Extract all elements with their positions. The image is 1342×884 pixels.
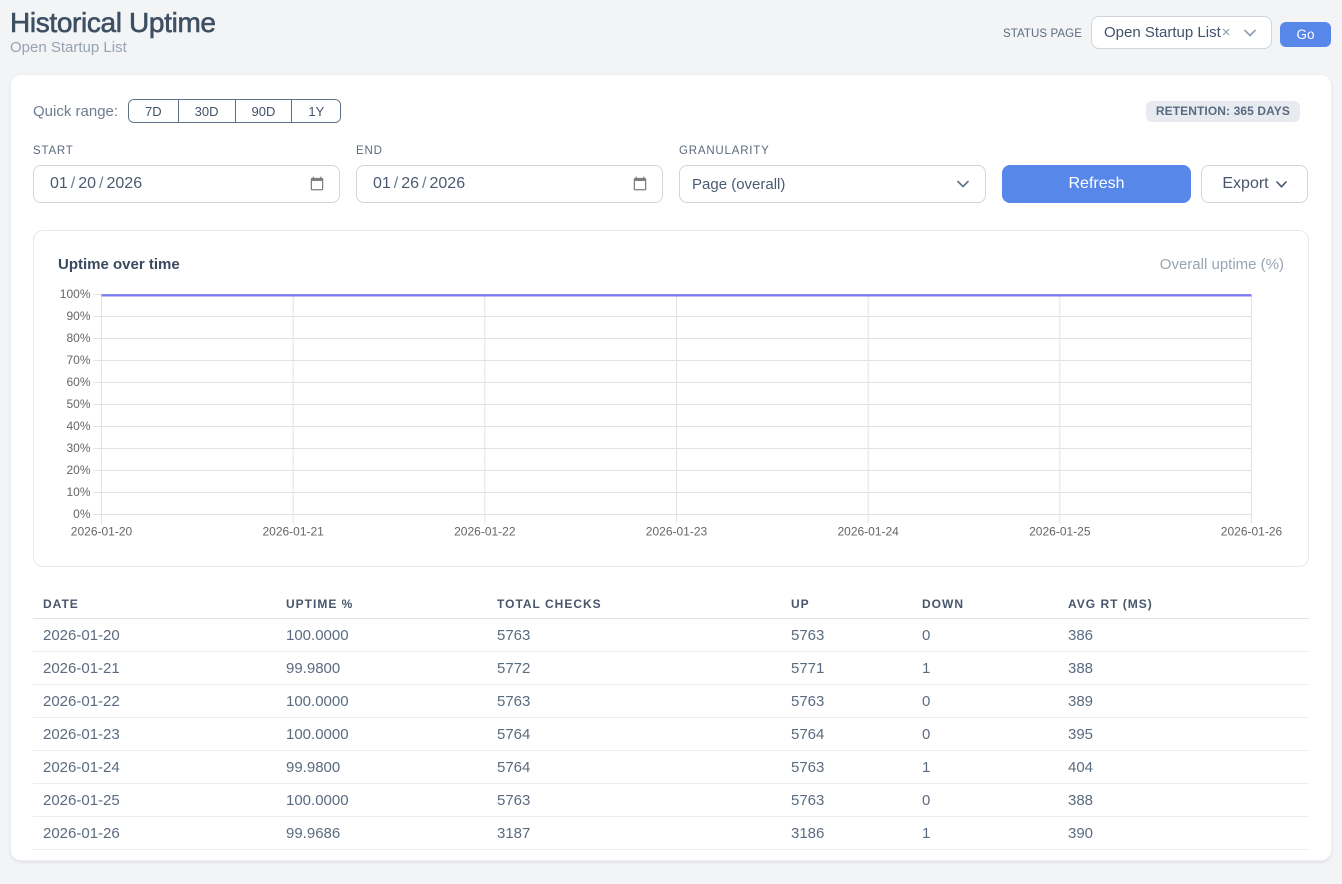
svg-text:2026-01-26: 2026-01-26: [1221, 525, 1283, 539]
svg-text:50%: 50%: [66, 397, 90, 411]
svg-text:60%: 60%: [66, 375, 90, 389]
svg-text:90%: 90%: [66, 309, 90, 323]
svg-text:80%: 80%: [66, 331, 90, 345]
svg-text:20%: 20%: [66, 463, 90, 477]
svg-text:2026-01-21: 2026-01-21: [262, 525, 324, 539]
svg-text:0%: 0%: [73, 507, 91, 521]
svg-text:40%: 40%: [66, 419, 90, 433]
svg-text:30%: 30%: [66, 441, 90, 455]
svg-text:2026-01-23: 2026-01-23: [646, 525, 708, 539]
svg-text:2026-01-20: 2026-01-20: [71, 525, 133, 539]
svg-text:2026-01-25: 2026-01-25: [1029, 525, 1091, 539]
svg-text:2026-01-22: 2026-01-22: [454, 525, 516, 539]
svg-text:100%: 100%: [60, 287, 91, 301]
svg-text:2026-01-24: 2026-01-24: [837, 525, 899, 539]
svg-text:70%: 70%: [66, 353, 90, 367]
svg-text:10%: 10%: [66, 485, 90, 499]
